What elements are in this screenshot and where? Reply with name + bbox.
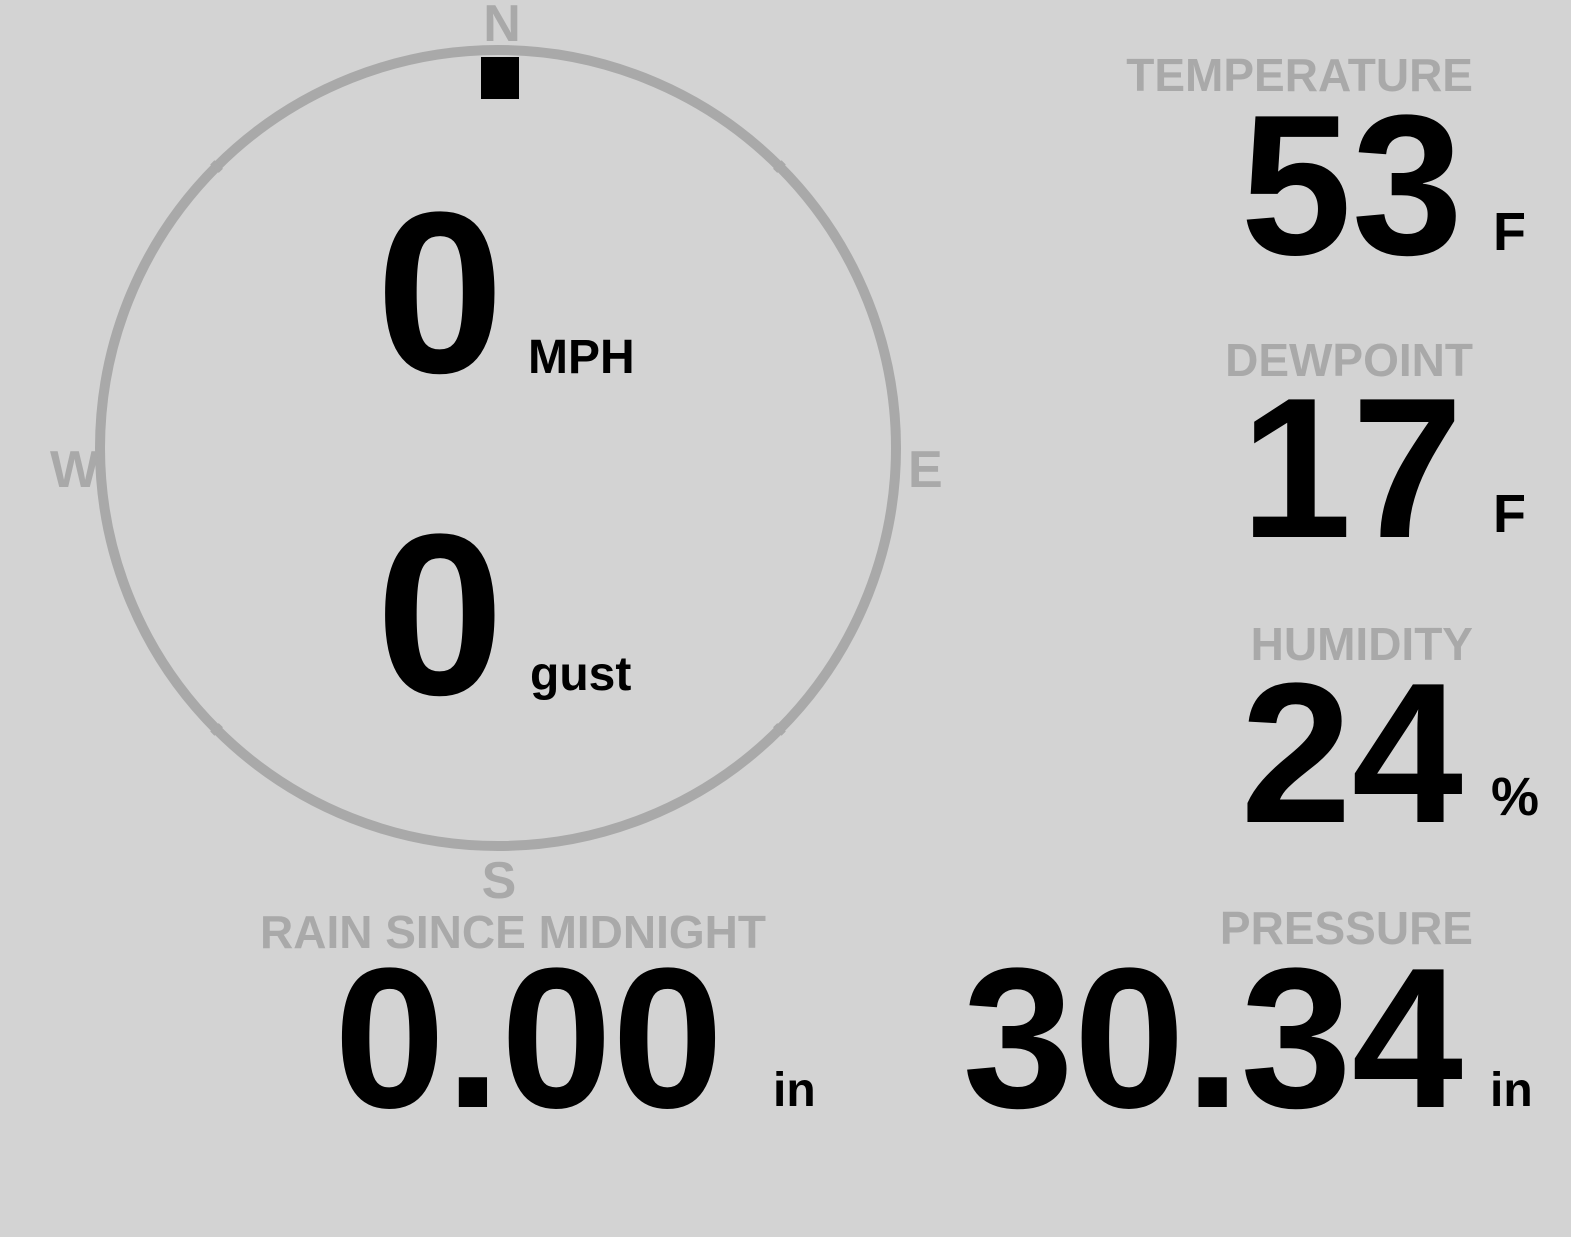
wind-direction-needle	[481, 57, 519, 99]
temperature-unit: F	[1493, 202, 1526, 262]
humidity-value: 24	[1240, 642, 1463, 865]
compass-west-label: W	[50, 441, 100, 499]
humidity-unit: %	[1491, 767, 1540, 827]
wind-speed-unit: MPH	[528, 331, 635, 384]
pressure-unit: in	[1490, 1064, 1533, 1117]
compass-tick	[773, 160, 786, 173]
wind-gust-unit: gust	[530, 648, 632, 701]
compass-ticks	[210, 160, 786, 736]
rain-value: 0.00	[334, 927, 724, 1150]
temperature-value: 53	[1240, 74, 1463, 297]
pressure-label: PRESSURE	[1219, 902, 1473, 954]
compass-tick	[210, 723, 223, 736]
dewpoint-unit: F	[1493, 484, 1526, 544]
compass-south-label: S	[481, 852, 517, 910]
dewpoint-label: DEWPOINT	[1225, 334, 1473, 386]
compass-tick	[773, 723, 786, 736]
wind-speed-value: 0	[376, 164, 504, 421]
temperature-label: TEMPERATURE	[1126, 49, 1473, 101]
rain-label: RAIN SINCE MIDNIGHT	[260, 906, 766, 958]
pressure-value: 30.34	[962, 927, 1464, 1150]
compass-east-label: E	[908, 441, 943, 499]
rain-unit: in	[773, 1064, 816, 1117]
dewpoint-value: 17	[1240, 357, 1463, 580]
compass-ring	[95, 45, 901, 851]
wind-gust-value: 0	[376, 486, 504, 743]
compass-tick	[210, 160, 223, 173]
humidity-label: HUMIDITY	[1250, 618, 1473, 670]
compass-north-label: N	[483, 0, 521, 53]
